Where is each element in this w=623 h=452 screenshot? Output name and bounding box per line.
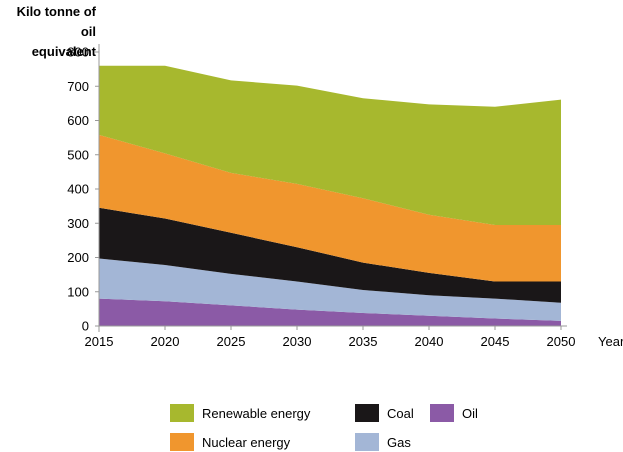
area-oil [99,298,561,326]
y-tick-label: 200 [67,250,89,265]
y-tick-label: 400 [67,182,89,197]
y-tick-label: 600 [67,113,89,128]
area-renewable-energy [99,65,561,225]
legend-item-renewable: Renewable energy [170,404,310,422]
x-tick-label: 2050 [547,334,576,349]
legend-swatch-gas [355,433,379,451]
legend-item-nuclear: Nuclear energy [170,433,290,451]
legend-label-nuclear: Nuclear energy [202,434,291,450]
y-tick-label: 100 [67,284,89,299]
x-tick-label: 2020 [151,334,180,349]
y-axis-title-line-1: Kilo tonne of oil [16,4,96,39]
y-axis-title: Kilo tonne of oil equivalent [4,2,96,62]
legend-item-oil: Oil [430,404,478,422]
legend-swatch-coal [355,404,379,422]
x-tick-label: 2015 [85,334,114,349]
x-tick-label: 2040 [415,334,444,349]
legend-swatch-oil [430,404,454,422]
area-gas [99,258,561,321]
area-coal [99,207,561,303]
x-tick-label: 2025 [217,334,246,349]
x-axis-title: Year [598,334,623,349]
legend-item-coal: Coal [355,404,414,422]
legend-label-coal: Coal [387,405,414,421]
x-tick-label: 2045 [481,334,510,349]
y-tick-label: 300 [67,216,89,231]
x-tick-label: 2035 [349,334,378,349]
legend-swatch-renewable [170,404,194,422]
y-tick-label: 800 [67,45,89,60]
legend-label-oil: Oil [462,405,478,421]
y-tick-label: 500 [67,147,89,162]
legend-swatch-nuclear [170,433,194,451]
legend-label-gas: Gas [387,434,411,450]
y-tick-label: 700 [67,79,89,94]
legend-item-gas: Gas [355,433,411,451]
y-tick-label: 0 [82,319,89,334]
area-nuclear-energy [99,134,561,282]
legend-label-renewable: Renewable energy [202,405,311,421]
x-tick-label: 2030 [283,334,312,349]
y-axis-title-line-2: equivalent [31,44,96,59]
